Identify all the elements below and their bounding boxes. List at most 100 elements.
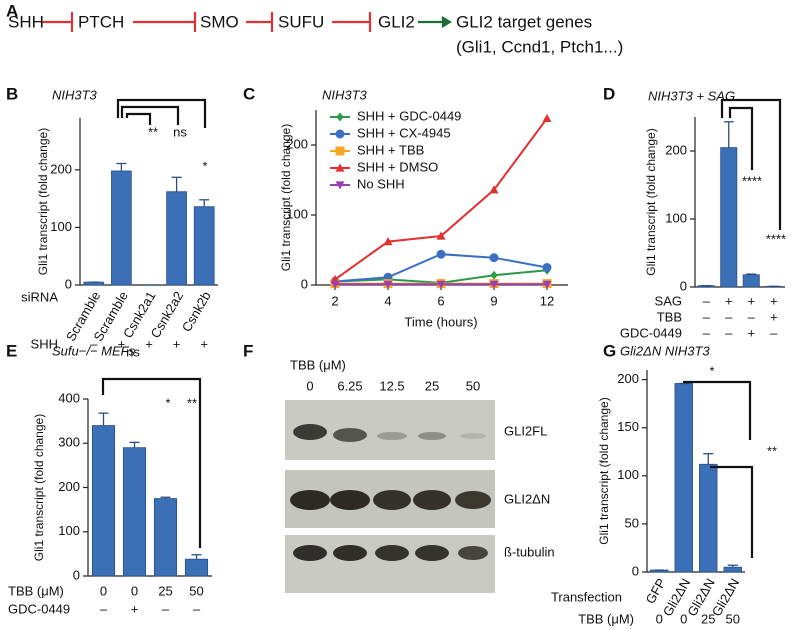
row-label: TBB (μM) <box>8 583 64 598</box>
y-tick-label: 0 <box>301 276 308 291</box>
pathway-arrows <box>42 12 452 32</box>
row-value: + <box>747 325 755 340</box>
y-tick-label: 200 <box>50 161 72 176</box>
y-tick-label: 0 <box>632 563 639 578</box>
chart-title: Gli2ΔN NIH3T3 <box>620 343 710 358</box>
blot-band-label: GLI2FL <box>504 423 547 438</box>
x-tick-label: 9 <box>490 293 497 308</box>
marker <box>330 280 340 289</box>
panel-label: E <box>6 341 17 360</box>
legend-label: SHH + GDC-0449 <box>357 108 461 123</box>
y-tick-label: 0 <box>73 567 80 582</box>
significance: ns <box>126 344 140 359</box>
y-tick-label: 0 <box>65 276 72 291</box>
marker <box>490 270 498 280</box>
chart-title: NIH3T3 + SAG <box>648 88 735 103</box>
row-value: – <box>703 325 711 340</box>
marker <box>436 280 446 289</box>
row-value: 25 <box>158 583 172 598</box>
significance-bracket <box>683 380 752 440</box>
row-value: 50 <box>189 583 203 598</box>
significance-bracket <box>710 465 754 558</box>
y-tick-label: 100 <box>665 210 687 225</box>
marker <box>542 263 552 272</box>
row-value: + <box>770 309 778 324</box>
row-value: – <box>770 325 778 340</box>
panel-label: F <box>243 341 253 360</box>
chart-title: NIH3T3 <box>322 87 368 102</box>
marker <box>542 113 552 122</box>
bar <box>742 274 760 288</box>
row-value: + <box>173 336 181 351</box>
row-label: GDC-0449 <box>8 601 70 616</box>
marker <box>436 231 446 240</box>
y-tick-label: 100 <box>50 219 72 234</box>
row-value: + <box>770 293 778 308</box>
legend-marker <box>335 163 345 172</box>
significance: ns <box>173 124 187 139</box>
marker <box>489 280 499 289</box>
y-tick-label: 100 <box>617 467 639 482</box>
y-tick-label: 100 <box>286 206 308 221</box>
error-bar <box>703 453 714 465</box>
row-value: 0 <box>656 611 663 626</box>
error-bar <box>171 176 182 192</box>
row-value: + <box>131 601 139 616</box>
marker <box>383 280 393 289</box>
significance: * <box>709 363 714 378</box>
x-axis-label: Time (hours) <box>404 314 477 329</box>
y-tick-label: 0 <box>680 278 687 293</box>
y-tick-label: 200 <box>665 142 687 157</box>
error-bar <box>116 162 127 171</box>
row-value: – <box>725 309 733 324</box>
y-axis-label: Gli1 transcript (fold change) <box>644 128 658 275</box>
bar <box>193 206 215 286</box>
row-value: + <box>200 336 208 351</box>
row-label: TBB <box>657 309 682 324</box>
blot-treatment: TBB (μM) <box>290 357 346 372</box>
pathway-node: SMO <box>200 12 239 31</box>
row-value: 50 <box>726 611 740 626</box>
y-tick-label: 150 <box>617 419 639 434</box>
category-title: Transfection <box>551 589 622 604</box>
marker <box>489 185 499 194</box>
bar <box>91 425 116 577</box>
bar <box>111 170 132 286</box>
blot-concentration: 50 <box>466 378 480 393</box>
significance: ** <box>767 443 777 458</box>
blot-concentration: 12.5 <box>379 378 404 393</box>
row-value: + <box>725 293 733 308</box>
bar <box>122 447 147 577</box>
marker <box>436 249 446 259</box>
row-value: 0 <box>100 583 107 598</box>
significance: * <box>165 395 170 410</box>
error-bar <box>160 496 171 499</box>
legend-marker <box>335 129 345 139</box>
row-value: – <box>90 336 98 351</box>
row-value: – <box>703 293 711 308</box>
significance-bracket <box>120 105 180 125</box>
row-value: – <box>100 601 108 616</box>
chart-title: Sufu−/− MEFs <box>52 343 136 358</box>
error-bar <box>191 554 202 560</box>
error-bar <box>746 273 757 275</box>
significance-bracket <box>116 98 207 128</box>
y-axis-label: Gli1 transcript (fold change) <box>36 128 50 275</box>
significance: ** <box>148 124 158 139</box>
y-tick-label: 200 <box>617 371 639 386</box>
row-value: – <box>725 325 733 340</box>
error-bar <box>129 441 140 448</box>
y-tick-label: 300 <box>58 435 80 450</box>
y-axis-label: Gli1 transcript (fold change) <box>279 124 293 271</box>
marker <box>489 253 499 263</box>
legend-label: No SHH <box>357 176 405 191</box>
legend-label: SHH + DMSO <box>357 159 438 174</box>
row-label: GDC-0449 <box>620 325 682 340</box>
row-value: – <box>193 601 201 616</box>
significance-bracket <box>101 377 202 548</box>
blot-band-label: ß-tubulin <box>504 544 555 559</box>
significance: **** <box>766 231 786 246</box>
y-tick-label: 200 <box>286 136 308 151</box>
pathway-node: SUFU <box>278 12 324 31</box>
